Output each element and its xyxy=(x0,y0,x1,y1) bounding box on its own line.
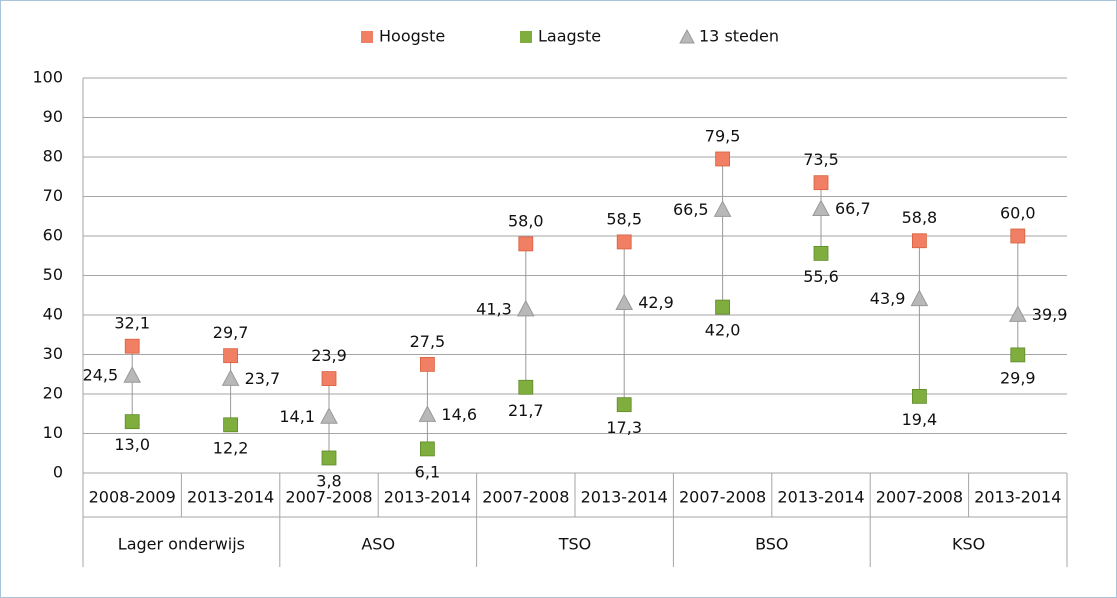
data-label: 29,9 xyxy=(1000,368,1036,387)
y-tick-label: 90 xyxy=(43,107,63,126)
data-label: 14,6 xyxy=(441,405,477,424)
group-label: TSO xyxy=(558,535,592,554)
marker-triangle xyxy=(516,299,535,317)
marker-square xyxy=(912,388,927,404)
data-label: 3,8 xyxy=(316,471,341,490)
data-label: 23,7 xyxy=(245,369,281,388)
legend-label: 13 steden xyxy=(699,27,779,46)
marker-triangle xyxy=(320,407,338,424)
x-tick-label: 2007-2008 xyxy=(876,488,963,507)
group-label: KSO xyxy=(952,535,985,554)
marker-square xyxy=(912,233,927,249)
y-tick-label: 80 xyxy=(43,147,63,166)
marker-triangle xyxy=(615,293,634,311)
marker-square xyxy=(715,299,730,315)
legend-swatch xyxy=(361,31,373,43)
marker-square xyxy=(813,245,829,261)
y-tick-label: 50 xyxy=(43,265,63,284)
data-label: 19,4 xyxy=(902,410,938,429)
data-label: 29,7 xyxy=(213,323,249,342)
data-label: 55,6 xyxy=(803,267,839,286)
marker-triangle xyxy=(713,200,732,217)
x-tick-label: 2007-2008 xyxy=(285,488,372,507)
marker-square xyxy=(616,397,632,413)
marker-triangle xyxy=(812,199,830,217)
marker-square xyxy=(1010,347,1026,363)
x-tick-label: 2008-2009 xyxy=(89,488,176,507)
marker-square xyxy=(124,338,140,354)
y-tick-label: 0 xyxy=(53,463,63,482)
marker-square xyxy=(419,356,435,372)
data-label: 60,0 xyxy=(1000,204,1036,223)
x-tick-label: 2013-2014 xyxy=(581,488,668,507)
y-tick-label: 30 xyxy=(43,344,63,363)
legend-label: Laagste xyxy=(538,27,601,46)
y-tick-label: 20 xyxy=(43,384,63,403)
data-label: 42,9 xyxy=(638,293,674,312)
marker-square xyxy=(518,379,534,395)
x-tick-label: 2013-2014 xyxy=(974,488,1061,507)
data-label: 79,5 xyxy=(705,126,741,145)
data-label: 66,5 xyxy=(673,200,709,219)
marker-square xyxy=(321,371,337,386)
data-label: 58,0 xyxy=(508,211,544,230)
y-tick-label: 40 xyxy=(43,305,63,324)
data-label: 14,1 xyxy=(279,407,315,426)
data-label: 66,7 xyxy=(835,199,871,218)
data-label: 24,5 xyxy=(83,366,119,385)
data-label: 21,7 xyxy=(508,401,544,420)
data-label: 23,9 xyxy=(311,346,347,365)
y-tick-label: 60 xyxy=(43,226,63,245)
data-label: 17,3 xyxy=(606,418,642,437)
data-label: 43,9 xyxy=(870,289,906,308)
y-tick-label: 10 xyxy=(43,423,63,442)
data-label: 58,8 xyxy=(902,208,938,227)
marker-square xyxy=(223,348,239,364)
data-label: 12,2 xyxy=(213,438,249,457)
data-label: 13,0 xyxy=(114,435,150,454)
y-tick-label: 100 xyxy=(32,68,63,87)
marker-square xyxy=(124,414,140,430)
data-label: 73,5 xyxy=(803,150,839,169)
legend-swatch xyxy=(520,31,532,43)
legend-label: Hoogste xyxy=(379,27,445,46)
group-label: Lager onderwijs xyxy=(118,535,245,554)
marker-square xyxy=(419,441,435,457)
group-label: BSO xyxy=(755,535,788,554)
marker-square xyxy=(321,450,337,466)
x-tick-label: 2007-2008 xyxy=(679,488,766,507)
marker-square xyxy=(715,151,730,167)
marker-triangle xyxy=(221,369,240,386)
group-label: ASO xyxy=(361,535,395,554)
data-label: 27,5 xyxy=(410,332,446,351)
data-label: 32,1 xyxy=(114,314,150,333)
marker-square xyxy=(813,175,829,191)
marker-triangle xyxy=(1008,305,1027,322)
data-label: 41,3 xyxy=(476,299,512,318)
data-label: 58,5 xyxy=(606,209,642,228)
x-tick-label: 2013-2014 xyxy=(384,488,471,507)
data-label: 6,1 xyxy=(415,462,440,481)
marker-square xyxy=(616,234,632,250)
marker-square xyxy=(1010,228,1026,244)
legend-swatch xyxy=(679,28,695,44)
data-label: 42,0 xyxy=(705,321,741,340)
x-tick-label: 2013-2014 xyxy=(187,488,274,507)
x-tick-label: 2007-2008 xyxy=(482,488,569,507)
marker-triangle xyxy=(418,405,437,422)
marker-square xyxy=(223,417,239,433)
marker-square xyxy=(518,236,534,252)
data-label: 39,9 xyxy=(1032,305,1068,324)
marker-triangle xyxy=(910,289,929,307)
marker-triangle xyxy=(123,366,142,383)
x-tick-label: 2013-2014 xyxy=(777,488,864,507)
y-tick-label: 70 xyxy=(43,186,63,205)
